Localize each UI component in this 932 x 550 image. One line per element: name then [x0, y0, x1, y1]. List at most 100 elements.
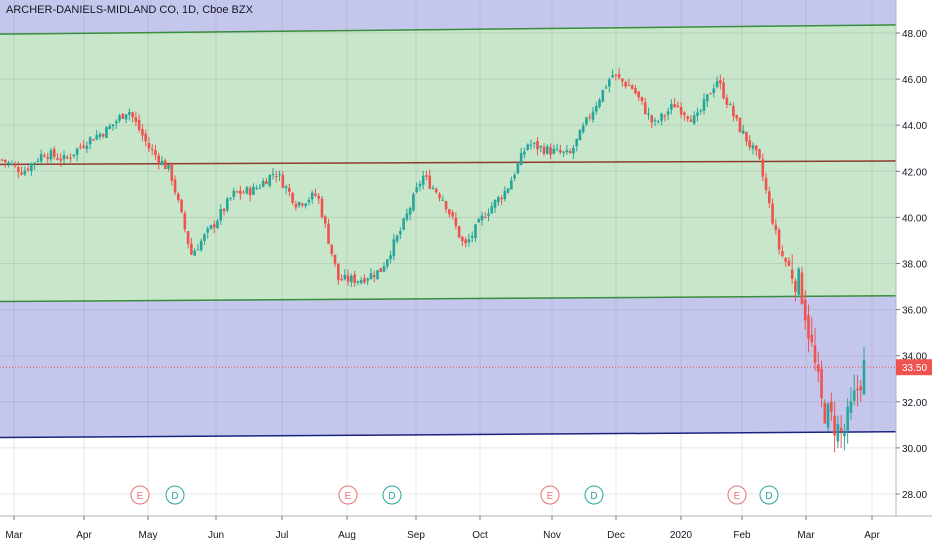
candle-body[interactable] [735, 115, 738, 119]
candle-body[interactable] [663, 115, 667, 117]
candle-body[interactable] [333, 254, 337, 264]
candle-body[interactable] [764, 177, 768, 190]
candle-body[interactable] [382, 266, 386, 272]
candle-body[interactable] [150, 148, 154, 150]
candle-body[interactable] [72, 154, 76, 157]
candle-body[interactable] [255, 188, 258, 190]
candle-body[interactable] [810, 334, 814, 343]
candle-body[interactable] [660, 113, 663, 121]
candle-body[interactable] [748, 140, 752, 148]
trend-line-lower-green[interactable] [0, 295, 897, 303]
candle-body[interactable] [314, 193, 317, 196]
candle-body[interactable] [849, 401, 853, 413]
candle-body[interactable] [173, 179, 177, 193]
candle-body[interactable] [627, 84, 631, 86]
candle-body[interactable] [529, 144, 533, 146]
candle-body[interactable] [415, 187, 418, 193]
candle-body[interactable] [555, 148, 559, 150]
candle-body[interactable] [523, 151, 526, 155]
candle-body[interactable] [843, 432, 846, 437]
candle-body[interactable] [372, 275, 376, 277]
candle-body[interactable] [689, 119, 693, 122]
candle-body[interactable] [470, 235, 474, 238]
candle-body[interactable] [43, 155, 46, 157]
candle-body[interactable] [245, 187, 249, 194]
candle-body[interactable] [683, 112, 686, 116]
candle-body[interactable] [588, 116, 592, 118]
candle-body[interactable] [510, 180, 513, 190]
candle-body[interactable] [82, 145, 85, 148]
candle-body[interactable] [461, 236, 464, 241]
candle-body[interactable] [761, 159, 765, 177]
candle-body[interactable] [640, 96, 644, 102]
candle-body[interactable] [846, 406, 849, 431]
candle-body[interactable] [859, 386, 863, 391]
candle-body[interactable] [203, 234, 206, 241]
candle-body[interactable] [160, 160, 164, 165]
candle-body[interactable] [790, 269, 794, 279]
candle-body[interactable] [395, 235, 399, 242]
candle-body[interactable] [399, 231, 402, 235]
candle-body[interactable] [585, 117, 588, 125]
dividend-marker[interactable]: D [584, 485, 604, 505]
candle-body[interactable] [751, 145, 755, 149]
candle-body[interactable] [771, 203, 774, 224]
candle-body[interactable] [408, 208, 412, 215]
dividend-marker[interactable]: D [165, 485, 185, 505]
candle-body[interactable] [206, 228, 210, 233]
candle-body[interactable] [288, 187, 291, 192]
candle-body[interactable] [193, 250, 196, 256]
candle-body[interactable] [222, 208, 226, 211]
candle-body[interactable] [26, 168, 30, 171]
candle-body[interactable] [219, 209, 223, 221]
candle-body[interactable] [252, 186, 255, 195]
candle-body[interactable] [196, 249, 200, 251]
candle-body[interactable] [52, 149, 56, 157]
candle-body[interactable] [686, 116, 689, 119]
candle-body[interactable] [833, 415, 836, 436]
candle-body[interactable] [337, 263, 340, 280]
candle-body[interactable] [608, 79, 611, 87]
candle-body[interactable] [258, 187, 262, 189]
candle-body[interactable] [621, 78, 624, 82]
candle-body[interactable] [369, 273, 373, 280]
candle-body[interactable] [438, 193, 441, 199]
candle-body[interactable] [454, 217, 458, 227]
candle-body[interactable] [186, 231, 190, 244]
candle-body[interactable] [856, 388, 859, 391]
candle-body[interactable] [542, 146, 546, 154]
candle-body[interactable] [180, 199, 183, 213]
candle-body[interactable] [265, 181, 268, 185]
candle-body[interactable] [441, 199, 445, 201]
candle-body[interactable] [235, 191, 239, 193]
candle-body[interactable] [101, 134, 105, 137]
candle-body[interactable] [839, 427, 843, 432]
candle-body[interactable] [581, 125, 585, 132]
dividend-marker[interactable]: D [759, 485, 779, 505]
candle-body[interactable] [601, 89, 605, 102]
candle-body[interactable] [199, 240, 203, 251]
candle-body[interactable] [699, 110, 703, 112]
candle-body[interactable] [500, 197, 503, 200]
candle-body[interactable] [503, 191, 507, 200]
candle-body[interactable] [666, 111, 670, 115]
candle-body[interactable] [477, 219, 481, 223]
candle-body[interactable] [229, 197, 232, 199]
candle-body[interactable] [124, 114, 128, 120]
candle-body[interactable] [212, 224, 216, 228]
candle-body[interactable] [421, 176, 425, 185]
candle-body[interactable] [464, 239, 467, 244]
candle-body[interactable] [676, 105, 680, 108]
candle-body[interactable] [692, 115, 696, 124]
candle-body[interactable] [154, 150, 157, 156]
candle-body[interactable] [670, 104, 673, 110]
candle-body[interactable] [624, 81, 627, 87]
candle-body[interactable] [163, 160, 167, 169]
candle-body[interactable] [781, 251, 784, 257]
candle-body[interactable] [506, 188, 510, 193]
candle-body[interactable] [493, 199, 497, 208]
candle-body[interactable] [242, 192, 245, 194]
candle-body[interactable] [807, 315, 810, 339]
candle-body[interactable] [294, 203, 298, 208]
